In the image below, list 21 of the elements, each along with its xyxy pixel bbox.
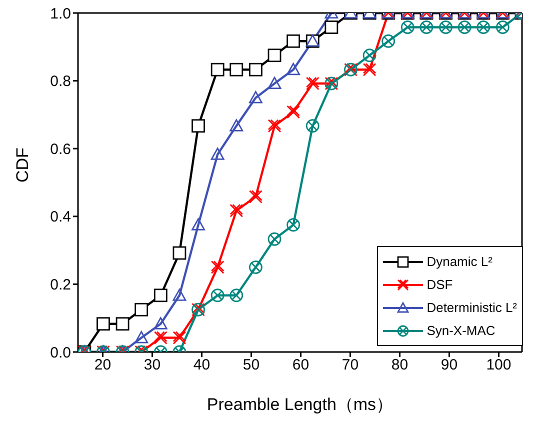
x-tick-label: 90 xyxy=(440,356,458,374)
y-tick-label: 0.0 xyxy=(50,344,71,362)
x-tick-label: 40 xyxy=(193,356,210,374)
y-axis-title: CDF xyxy=(13,148,32,182)
y-tick-label: 0.2 xyxy=(50,276,71,294)
y-tick-label: 0.8 xyxy=(50,73,71,90)
x-tick-label: 100 xyxy=(486,356,512,374)
x-tick-label: 30 xyxy=(144,356,161,374)
legend-label: DSF xyxy=(426,277,453,292)
x-tick-label: 70 xyxy=(342,356,359,374)
y-tick-label: 1.0 xyxy=(50,5,71,22)
legend-label: Syn-X-MAC xyxy=(426,323,496,338)
x-axis-title: Preamble Length（ms） xyxy=(206,395,394,414)
legend-label: Dynamic L² xyxy=(426,254,492,269)
x-tick-label: 60 xyxy=(292,356,310,374)
x-tick-label: 50 xyxy=(242,356,260,374)
y-tick-label: 0.4 xyxy=(50,208,71,226)
y-tick-label: 0.6 xyxy=(50,140,71,158)
x-tick-label: 80 xyxy=(391,356,408,374)
x-tick-label: 20 xyxy=(94,356,112,374)
legend-label: Deterministic L² xyxy=(426,300,517,315)
